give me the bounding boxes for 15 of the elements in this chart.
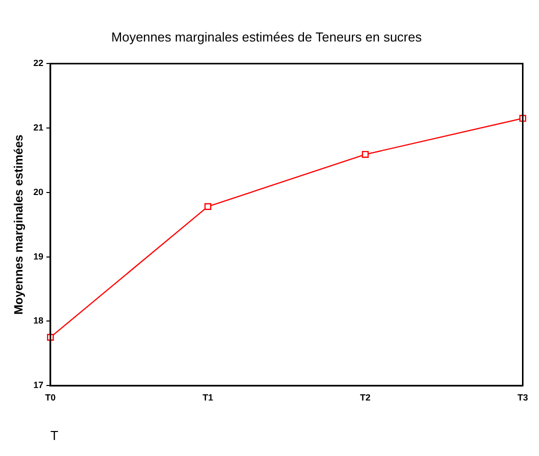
x-tick-label: T2 [360, 392, 371, 402]
y-tick-label: 21 [33, 122, 44, 132]
y-tick-label: 18 [33, 316, 44, 326]
y-tick-label: 22 [33, 58, 44, 68]
chart-title: Moyennes marginales estimées de Teneurs en sucres [111, 29, 422, 44]
x-tick-label: T0 [45, 392, 56, 402]
y-tick-label: 20 [33, 186, 44, 197]
x-tick-label: T3 [517, 392, 528, 402]
y-tick-label: 19 [33, 251, 44, 262]
x-axis-title: T [50, 428, 58, 443]
x-tick-label: T1 [202, 392, 214, 402]
point [204, 203, 212, 210]
y-tick-label: 17 [33, 380, 44, 390]
point [362, 150, 369, 158]
y-axis-title: Moyennes marginales estimées [12, 134, 26, 315]
